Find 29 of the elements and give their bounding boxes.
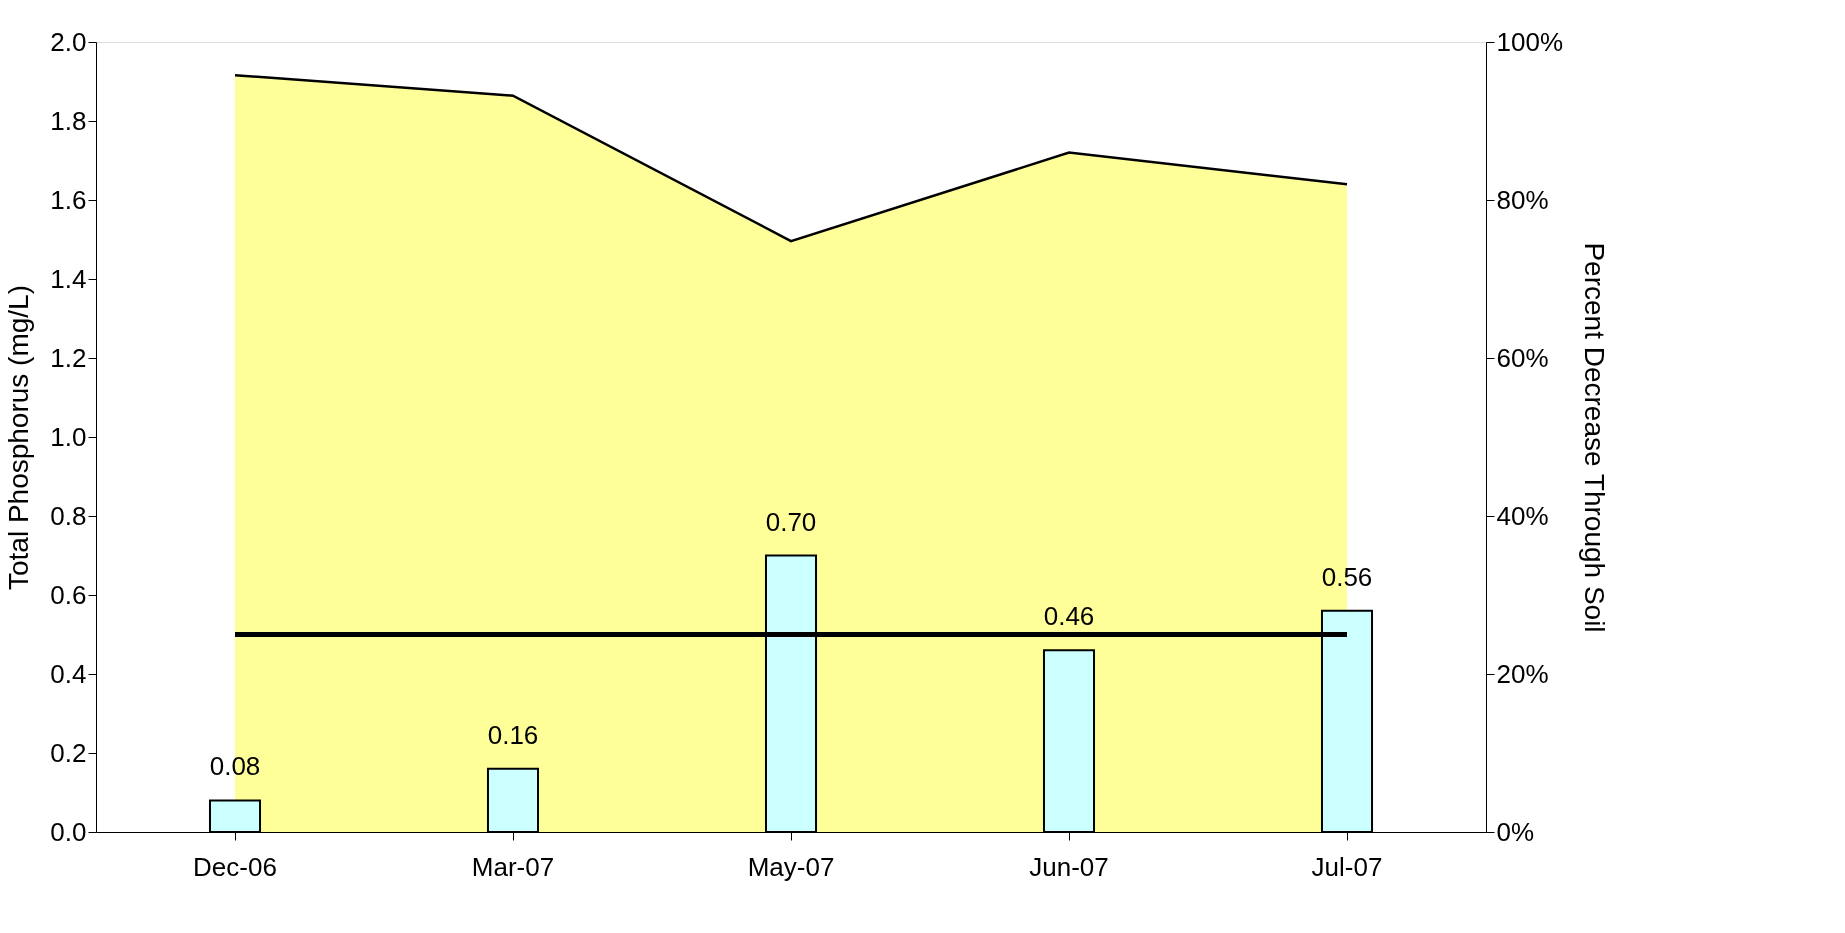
data-label: 0.70 bbox=[765, 506, 817, 537]
y-tick-label: 0.2 bbox=[50, 737, 87, 768]
data-label: 0.56 bbox=[1321, 561, 1373, 592]
y2-tick-label: 100% bbox=[1496, 26, 1563, 57]
data-label: 0.08 bbox=[209, 751, 261, 782]
y-tick-label: 2.0 bbox=[50, 26, 87, 57]
y-tick-label: 0.8 bbox=[50, 500, 87, 531]
y-tick-label: 1.2 bbox=[50, 342, 87, 373]
x-tick-label: Jul-07 bbox=[1311, 851, 1383, 882]
y-tick-label: 0.6 bbox=[50, 579, 87, 610]
x-tick-label: Mar-07 bbox=[471, 851, 555, 882]
y2-tick-label: 40% bbox=[1496, 500, 1549, 531]
y-tick-label: 1.6 bbox=[50, 184, 87, 215]
y-tick-label: 1.4 bbox=[50, 263, 87, 294]
x-tick-label: Dec-06 bbox=[193, 851, 277, 882]
y-tick-label: 0.0 bbox=[50, 816, 87, 847]
y2-tick-label: 0% bbox=[1496, 816, 1535, 847]
y2-tick-label: 20% bbox=[1496, 658, 1549, 689]
x-tick-label: May-07 bbox=[747, 851, 835, 882]
y2-tick-label: 60% bbox=[1496, 342, 1549, 373]
y-tick-label: 1.0 bbox=[50, 421, 87, 452]
data-label: 0.46 bbox=[1043, 601, 1095, 632]
y-tick-label: 0.4 bbox=[50, 658, 87, 689]
y-tick-label: 1.8 bbox=[50, 105, 87, 136]
y2-axis-title: Percent Decrease Through Soil bbox=[1579, 242, 1610, 633]
data-label: 0.16 bbox=[487, 719, 539, 750]
y-axis-title: Total Phosphorus (mg/L) bbox=[3, 284, 35, 591]
y2-tick-label: 80% bbox=[1496, 184, 1549, 215]
x-tick-label: Jun-07 bbox=[1029, 851, 1109, 882]
